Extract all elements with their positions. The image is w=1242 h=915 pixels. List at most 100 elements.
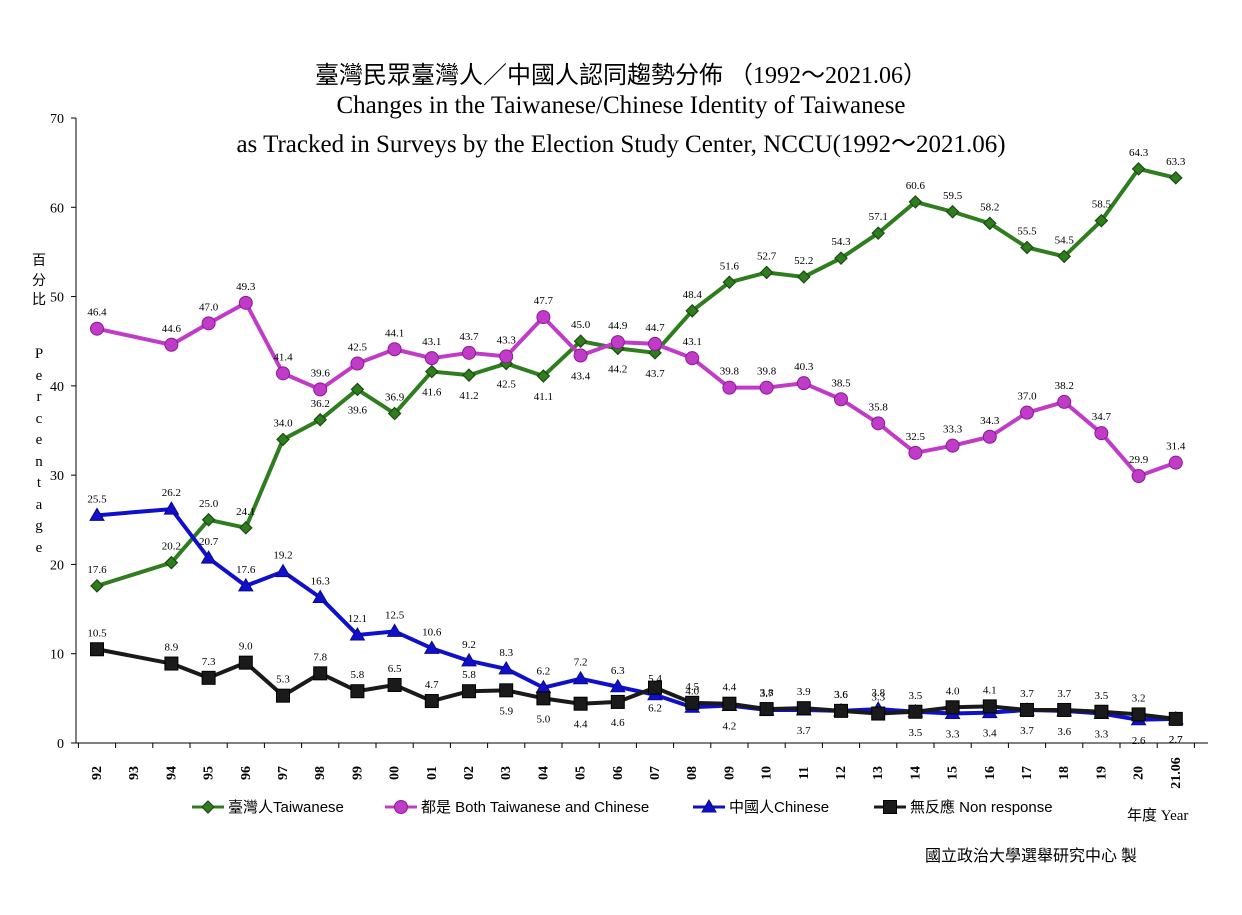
data-label-nonresponse: 4.5 <box>685 681 699 693</box>
data-point-both <box>238 295 253 310</box>
y-axis-label-zh: 百分比 <box>32 254 46 308</box>
data-label-chinese: 16.3 <box>311 575 331 587</box>
data-point-nonresponse <box>1057 702 1072 717</box>
data-label-both: 43.7 <box>459 331 479 343</box>
data-label-chinese: 4.0 <box>685 685 699 697</box>
data-point-taiwanese <box>982 216 997 231</box>
y-tick-label: 0 <box>57 737 64 752</box>
data-point-nonresponse <box>201 670 216 685</box>
data-point-nonresponse <box>276 688 290 703</box>
data-label-nonresponse: 9.0 <box>239 641 253 653</box>
data-point-chinese <box>200 550 217 564</box>
data-label-nonresponse: 4.7 <box>425 679 439 691</box>
data-label-nonresponse: 4.0 <box>946 685 960 697</box>
data-point-nonresponse <box>871 706 886 721</box>
data-label-taiwanese: 55.5 <box>1017 225 1037 237</box>
data-point-both <box>164 337 179 352</box>
x-tick-label: 06 <box>611 766 626 780</box>
data-point-taiwanese <box>796 270 811 284</box>
data-label-taiwanese: 64.3 <box>1129 147 1149 159</box>
data-point-nonresponse <box>685 695 700 710</box>
data-label-nonresponse: 10.5 <box>87 627 107 639</box>
data-label-both: 46.4 <box>87 307 107 319</box>
x-tick-label: 19 <box>1094 766 1109 780</box>
data-label-taiwanese: 34.0 <box>273 417 293 429</box>
data-point-taiwanese <box>1131 162 1146 176</box>
y-tick-label: 20 <box>50 558 64 573</box>
data-point-both <box>1057 394 1072 409</box>
data-point-both <box>462 345 476 360</box>
data-point-taiwanese <box>908 195 923 209</box>
data-label-taiwanese: 48.4 <box>683 289 703 301</box>
data-label-both: 39.8 <box>757 366 777 378</box>
data-label-chinese: 19.2 <box>273 550 292 562</box>
data-label-both: 44.1 <box>385 327 404 339</box>
data-label-both: 44.9 <box>608 320 628 332</box>
legend-label-both: 都是 Both Taiwanese and Chinese <box>421 799 649 816</box>
data-point-taiwanese <box>90 579 104 593</box>
data-label-taiwanese: 59.5 <box>943 190 963 202</box>
data-label-both: 38.5 <box>831 377 851 389</box>
x-tick-label: 11 <box>797 766 812 779</box>
data-label-chinese: 3.8 <box>871 687 885 699</box>
x-tick-label: 12 <box>834 766 849 780</box>
data-point-taiwanese <box>424 364 439 379</box>
data-point-taiwanese <box>313 412 328 427</box>
data-label-nonresponse: 4.1 <box>983 684 997 696</box>
data-label-nonresponse: 5.8 <box>462 669 476 681</box>
data-label-taiwanese: 39.6 <box>348 404 368 416</box>
data-point-both <box>648 336 662 351</box>
data-point-nonresponse <box>1020 702 1034 717</box>
data-label-both: 43.1 <box>422 336 441 348</box>
data-point-nonresponse <box>834 703 848 718</box>
x-tick-label: 08 <box>685 766 700 780</box>
data-label-nonresponse: 3.5 <box>909 690 923 702</box>
data-point-both <box>313 382 328 397</box>
data-point-taiwanese <box>722 275 737 290</box>
data-point-nonresponse <box>573 696 588 711</box>
data-point-taiwanese <box>871 226 886 241</box>
data-label-nonresponse: 5.0 <box>537 713 551 725</box>
y-tick-label: 30 <box>50 469 64 484</box>
data-label-nonresponse: 6.2 <box>648 703 662 715</box>
data-label-chinese: 3.6 <box>1057 726 1071 738</box>
data-point-nonresponse <box>908 704 923 719</box>
data-point-nonresponse <box>1131 707 1146 722</box>
data-point-both <box>610 335 625 350</box>
data-label-chinese: 9.2 <box>462 639 476 651</box>
data-label-taiwanese: 36.2 <box>311 398 330 410</box>
x-tick-label: 96 <box>239 766 254 780</box>
data-label-both: 34.7 <box>1092 411 1112 423</box>
data-label-chinese: 12.5 <box>385 609 405 621</box>
data-label-both: 44.6 <box>162 323 182 335</box>
data-point-taiwanese <box>238 520 253 535</box>
data-label-both: 29.9 <box>1129 454 1149 466</box>
legend-marker-nonresponse <box>883 800 897 814</box>
data-label-nonresponse: 6.5 <box>388 663 402 675</box>
x-tick-label: 97 <box>276 766 291 780</box>
data-point-both <box>350 356 365 371</box>
data-point-taiwanese <box>834 251 848 266</box>
data-label-chinese: 3.3 <box>1095 729 1109 741</box>
data-label-nonresponse: 4.4 <box>574 719 588 731</box>
data-label-both: 39.6 <box>311 367 331 379</box>
data-point-both <box>722 380 737 395</box>
data-label-nonresponse: 4.6 <box>611 717 625 729</box>
data-point-both <box>201 316 216 331</box>
x-tick-label: 16 <box>983 766 998 780</box>
data-label-taiwanese: 36.9 <box>385 392 405 404</box>
x-tick-label: 94 <box>164 766 179 780</box>
data-point-chinese <box>163 501 180 515</box>
data-point-both <box>424 351 439 366</box>
series-line-taiwanese <box>96 166 1177 588</box>
x-tick-label: 99 <box>350 766 365 780</box>
legend-marker-chinese <box>701 799 717 813</box>
data-point-chinese <box>609 678 626 693</box>
data-label-nonresponse: 3.3 <box>871 692 885 704</box>
x-tick-label: 14 <box>908 766 923 780</box>
data-label-both: 38.2 <box>1055 380 1074 392</box>
data-label-both: 37.0 <box>1017 391 1037 403</box>
legend-label-nonresponse: 無反應 Non response <box>910 798 1053 816</box>
